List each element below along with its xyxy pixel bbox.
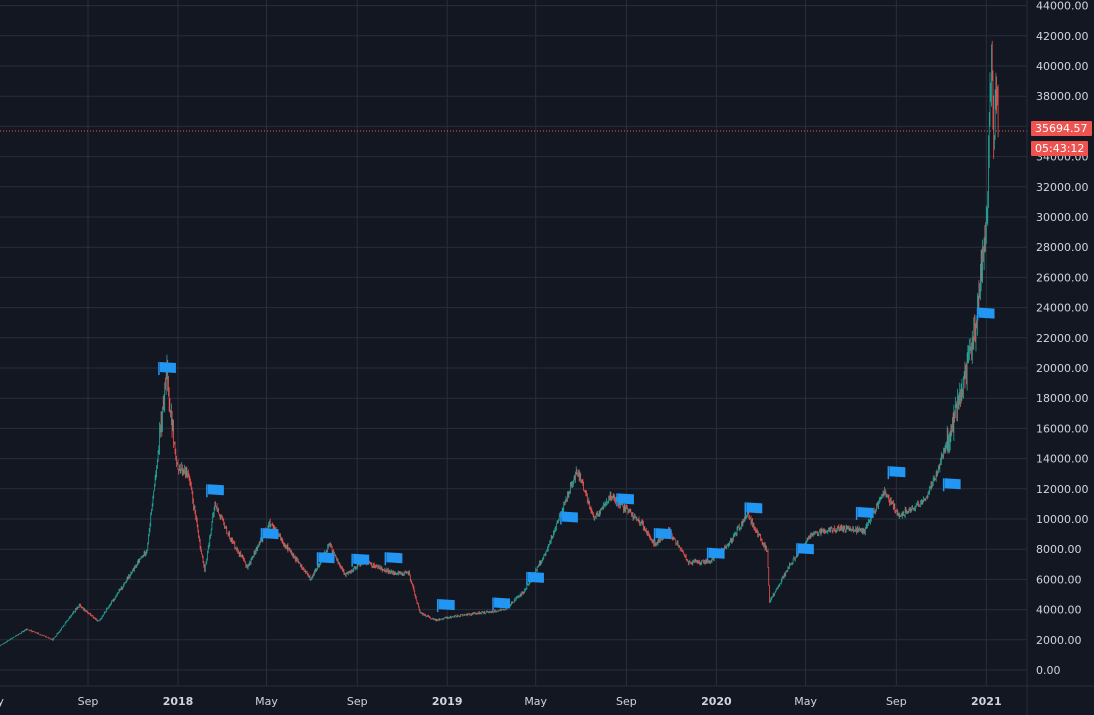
y-tick-label: 12000.00 [1036, 483, 1089, 496]
flag-icon [855, 506, 874, 520]
flag-cloth [561, 511, 578, 523]
x-tick-label: 2021 [971, 695, 1002, 708]
flag-cloth [889, 466, 906, 478]
x-tick-label: 2020 [701, 695, 732, 708]
flag-icon [744, 502, 763, 516]
flag-cloth [262, 528, 279, 540]
y-tick-label: 0.00 [1036, 664, 1061, 677]
flag-icon [384, 552, 403, 566]
x-tick-label: Sep [616, 695, 637, 708]
flag-icon [492, 597, 511, 611]
y-tick-label: 20000.00 [1036, 362, 1089, 375]
flag-cloth [617, 493, 634, 505]
y-tick-label: 26000.00 [1036, 271, 1089, 284]
x-tick-label: 2018 [163, 695, 194, 708]
y-tick-label: 22000.00 [1036, 332, 1089, 345]
y-tick-label: 16000.00 [1036, 422, 1089, 435]
y-tick-label: 40000.00 [1036, 60, 1089, 73]
y-tick-label: 44000.00 [1036, 0, 1089, 13]
current-price-badge: 35694.57 [1031, 121, 1092, 136]
x-tick-label: May [794, 695, 817, 708]
x-tick-label: 2019 [432, 695, 463, 708]
flag-cloth [797, 543, 814, 555]
flag-icon [436, 599, 455, 613]
countdown-badge: 05:43:12 [1031, 141, 1089, 156]
flag-icon [887, 466, 906, 480]
y-tick-label: 24000.00 [1036, 302, 1089, 315]
flag-icon [260, 528, 279, 542]
y-tick-label: 18000.00 [1036, 392, 1089, 405]
flag-icon [351, 553, 370, 567]
time-axis[interactable]: ay Sep 2018 May Sep 2019 May Sep 2020 May Sep 2021 [0, 695, 1002, 708]
flag-markers [158, 307, 995, 613]
flag-cloth [857, 506, 874, 518]
x-tick-label: May [524, 695, 547, 708]
price-axis[interactable]: 0.00 2000.00 4000.00 6000.00 8000.00 10000.00… [1036, 0, 1089, 677]
flag-cloth [207, 484, 224, 496]
flag-cloth [353, 553, 370, 565]
flag-cloth [527, 571, 544, 583]
flag-icon [206, 484, 224, 498]
x-tick-label: Sep [886, 695, 907, 708]
y-tick-label: 4000.00 [1036, 604, 1082, 617]
x-tick-label: Sep [347, 695, 368, 708]
y-tick-label: 14000.00 [1036, 453, 1089, 466]
flag-icon [796, 543, 814, 557]
flag-icon [616, 493, 634, 507]
x-tick-label: May [255, 695, 278, 708]
flag-cloth [438, 599, 455, 611]
y-tick-label: 6000.00 [1036, 573, 1082, 586]
y-tick-label: 32000.00 [1036, 181, 1089, 194]
flag-icon [942, 478, 961, 492]
flag-cloth [386, 552, 403, 564]
y-tick-label: 2000.00 [1036, 634, 1082, 647]
y-tick-label: 38000.00 [1036, 90, 1089, 103]
flag-icon [706, 547, 725, 561]
y-tick-label: 8000.00 [1036, 543, 1082, 556]
flag-icon [526, 571, 544, 585]
flag-icon [560, 511, 578, 525]
flag-icon [653, 528, 672, 542]
flag-cloth [655, 528, 672, 540]
flag-icon [976, 307, 995, 321]
flag-cloth [746, 502, 763, 514]
y-tick-label: 10000.00 [1036, 513, 1089, 526]
y-tick-label: 28000.00 [1036, 241, 1089, 254]
x-tick-label: Sep [78, 695, 99, 708]
flag-cloth [944, 478, 961, 490]
flag-icon [316, 552, 335, 566]
flag-icon [158, 362, 176, 375]
x-tick-label: ay [0, 695, 4, 708]
flag-cloth [978, 307, 995, 319]
y-tick-label: 30000.00 [1036, 211, 1089, 224]
y-tick-label: 42000.00 [1036, 30, 1089, 43]
flag-cloth [494, 597, 511, 609]
flag-cloth [708, 547, 725, 559]
grid-lines [0, 0, 1027, 686]
flag-cloth [159, 362, 176, 373]
flag-cloth [318, 552, 335, 564]
